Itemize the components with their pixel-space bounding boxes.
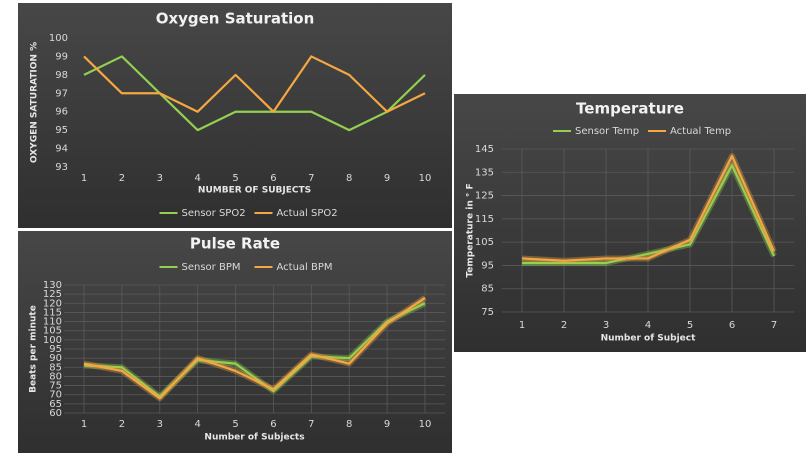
y-tick-label: 75 (481, 307, 494, 318)
y-tick-label: 115 (475, 214, 494, 225)
y-tick-label: 125 (475, 191, 494, 202)
x-tick-label: 5 (232, 173, 238, 184)
x-tick-label: 6 (729, 320, 735, 331)
chart-title: Temperature (576, 100, 684, 118)
y-axis-label: Beats per minute (29, 305, 39, 393)
x-tick-label: 3 (603, 320, 609, 331)
y-tick-label: 93 (55, 162, 68, 173)
series-line (83, 302, 426, 398)
x-tick-label: 5 (687, 320, 693, 331)
legend-label: Sensor BPM (182, 262, 241, 273)
y-tick-label: 70 (49, 390, 62, 401)
x-tick-label: 10 (419, 419, 432, 430)
x-tick-label: 2 (119, 173, 125, 184)
x-tick-label: 4 (194, 173, 200, 184)
y-tick-label: 95 (55, 125, 68, 136)
panel (18, 231, 452, 453)
x-axis-label: Number of Subject (601, 334, 697, 344)
x-tick-label: 2 (561, 320, 567, 331)
x-tick-label: 9 (384, 419, 390, 430)
y-tick-label: 130 (43, 280, 62, 291)
y-tick-label: 95 (481, 260, 494, 271)
y-tick-label: 115 (43, 307, 62, 318)
y-tick-label: 80 (49, 371, 62, 382)
x-tick-label: 3 (157, 419, 163, 430)
y-tick-label: 85 (49, 362, 62, 373)
y-tick-label: 85 (481, 284, 494, 295)
x-tick-label: 4 (194, 419, 200, 430)
y-tick-label: 98 (55, 70, 68, 81)
y-tick-label: 125 (43, 289, 62, 300)
y-tick-label: 99 (55, 51, 68, 62)
y-tick-label: 145 (475, 144, 494, 155)
chart-title: Oxygen Saturation (156, 10, 315, 28)
chart-title: Pulse Rate (190, 235, 280, 253)
x-axis-label: NUMBER OF SUBJECTS (198, 186, 311, 196)
panel (454, 94, 806, 352)
y-tick-label: 75 (49, 381, 62, 392)
series-line (521, 154, 776, 262)
x-tick-label: 7 (308, 173, 314, 184)
y-tick-label: 105 (43, 326, 62, 337)
x-tick-label: 4 (645, 320, 651, 331)
x-tick-label: 7 (771, 320, 777, 331)
y-tick-label: 90 (49, 353, 62, 364)
x-tick-label: 1 (81, 419, 87, 430)
x-tick-label: 6 (270, 173, 276, 184)
x-tick-label: 7 (308, 419, 314, 430)
legend-label: Sensor SPO2 (182, 208, 246, 219)
series-line (83, 55, 426, 132)
series-line (83, 55, 426, 113)
legend-label: Actual Temp (670, 126, 731, 137)
x-tick-label: 1 (519, 320, 525, 331)
series-line (522, 164, 775, 265)
y-tick-label: 105 (475, 237, 494, 248)
y-tick-label: 65 (49, 399, 62, 410)
legend-label: Actual SPO2 (277, 208, 338, 219)
legend-label: Sensor Temp (575, 126, 639, 137)
y-tick-label: 110 (43, 317, 62, 328)
x-tick-label: 8 (346, 173, 352, 184)
x-tick-label: 10 (419, 173, 432, 184)
legend-label: Actual BPM (277, 262, 333, 273)
x-tick-label: 3 (157, 173, 163, 184)
x-tick-label: 8 (346, 419, 352, 430)
y-tick-label: 120 (43, 298, 62, 309)
x-tick-label: 1 (81, 173, 87, 184)
x-tick-label: 2 (119, 419, 125, 430)
y-tick-label: 97 (55, 88, 68, 99)
y-tick-label: 96 (55, 107, 68, 118)
y-tick-label: 100 (49, 33, 68, 44)
y-tick-label: 95 (49, 344, 62, 355)
y-axis-label: Temperature in ° F (466, 183, 476, 277)
y-axis-label: OXYGEN SATURATION % (30, 42, 40, 163)
y-tick-label: 100 (43, 335, 62, 346)
x-tick-label: 5 (232, 419, 238, 430)
y-tick-label: 135 (475, 167, 494, 178)
x-tick-label: 6 (270, 419, 276, 430)
y-tick-label: 60 (49, 408, 62, 419)
y-tick-label: 94 (55, 144, 68, 155)
x-tick-label: 9 (384, 173, 390, 184)
x-axis-label: Number of Subjects (204, 433, 304, 443)
series-line (83, 296, 426, 400)
